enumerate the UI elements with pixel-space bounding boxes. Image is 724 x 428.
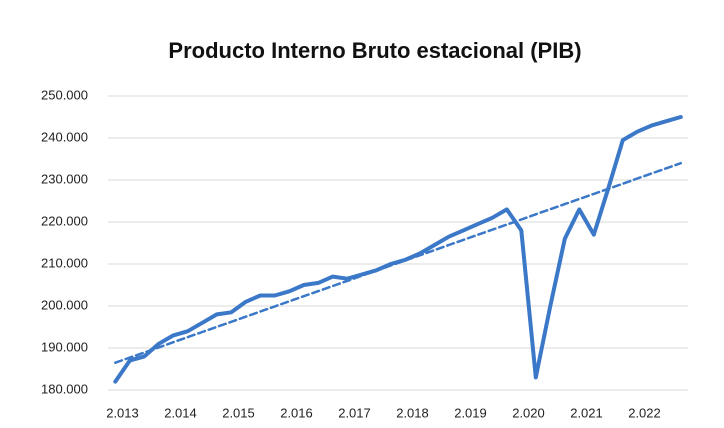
x-tick-label: 2.017 <box>338 405 371 420</box>
y-tick-label: 200.000 <box>41 297 88 312</box>
x-tick-label: 2.022 <box>628 405 661 420</box>
y-tick-label: 220.000 <box>41 213 88 228</box>
x-tick-label: 2.018 <box>396 405 429 420</box>
x-tick-label: 2.021 <box>570 405 603 420</box>
x-tick-label: 2.014 <box>164 405 197 420</box>
y-tick-label: 230.000 <box>41 171 88 186</box>
x-tick-label: 2.019 <box>454 405 487 420</box>
y-tick-label: 210.000 <box>41 255 88 270</box>
y-tick-label: 240.000 <box>41 129 88 144</box>
trend-line <box>114 161 683 364</box>
y-tick-label: 180.000 <box>41 381 88 396</box>
x-tick-label: 2.016 <box>280 405 313 420</box>
x-tick-label: 2.020 <box>512 405 545 420</box>
x-tick-label: 2.013 <box>106 405 139 420</box>
y-tick-label: 190.000 <box>41 339 88 354</box>
chart-title: Producto Interno Bruto estacional (PIB) <box>168 38 581 63</box>
y-tick-label: 250.000 <box>41 87 88 102</box>
x-tick-label: 2.015 <box>222 405 255 420</box>
